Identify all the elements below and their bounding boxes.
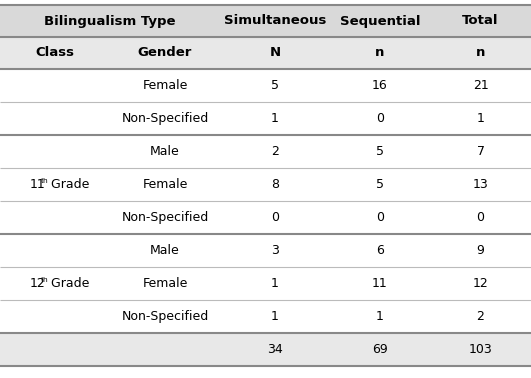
Text: 9: 9 bbox=[476, 244, 484, 257]
Text: Grade: Grade bbox=[47, 178, 89, 191]
Text: 1: 1 bbox=[271, 112, 279, 125]
Bar bbox=[0, 5, 531, 37]
Text: 5: 5 bbox=[376, 145, 384, 158]
Bar bbox=[0, 102, 531, 135]
Text: Sequential: Sequential bbox=[340, 14, 420, 28]
Text: Total: Total bbox=[463, 14, 499, 28]
Text: Male: Male bbox=[150, 145, 180, 158]
Text: Male: Male bbox=[150, 244, 180, 257]
Text: 0: 0 bbox=[376, 112, 384, 125]
Text: 1: 1 bbox=[476, 112, 484, 125]
Text: Grade: Grade bbox=[47, 277, 89, 290]
Text: Gender: Gender bbox=[138, 46, 192, 59]
Text: 2: 2 bbox=[271, 145, 279, 158]
Text: 5: 5 bbox=[271, 79, 279, 92]
Text: 6: 6 bbox=[376, 244, 384, 257]
Text: 3: 3 bbox=[271, 244, 279, 257]
Text: 12: 12 bbox=[473, 277, 489, 290]
Text: Simultaneous: Simultaneous bbox=[224, 14, 326, 28]
Bar bbox=[0, 201, 531, 234]
Text: Female: Female bbox=[142, 277, 187, 290]
Text: 11: 11 bbox=[30, 178, 45, 191]
Text: Female: Female bbox=[142, 79, 187, 92]
Bar bbox=[0, 333, 531, 366]
Text: 11: 11 bbox=[372, 277, 388, 290]
Text: 34: 34 bbox=[267, 343, 283, 356]
Bar bbox=[0, 135, 531, 168]
Bar bbox=[0, 267, 531, 300]
Text: 103: 103 bbox=[469, 343, 492, 356]
Text: 12: 12 bbox=[30, 277, 45, 290]
Bar bbox=[0, 234, 531, 267]
Text: Non-Specified: Non-Specified bbox=[122, 112, 209, 125]
Text: 13: 13 bbox=[473, 178, 489, 191]
Bar bbox=[0, 168, 531, 201]
Text: 7: 7 bbox=[476, 145, 484, 158]
Text: Non-Specified: Non-Specified bbox=[122, 310, 209, 323]
Text: 69: 69 bbox=[372, 343, 388, 356]
Text: 5: 5 bbox=[376, 178, 384, 191]
Text: 0: 0 bbox=[376, 211, 384, 224]
Text: N: N bbox=[269, 46, 280, 59]
Bar bbox=[0, 37, 531, 69]
Text: 8: 8 bbox=[271, 178, 279, 191]
Text: Non-Specified: Non-Specified bbox=[122, 211, 209, 224]
Text: n: n bbox=[476, 46, 485, 59]
Text: Bilingualism Type: Bilingualism Type bbox=[44, 14, 176, 28]
Bar bbox=[0, 69, 531, 102]
Text: Female: Female bbox=[142, 178, 187, 191]
Text: 1: 1 bbox=[271, 310, 279, 323]
Text: th: th bbox=[41, 178, 48, 184]
Text: 2: 2 bbox=[476, 310, 484, 323]
Bar bbox=[0, 300, 531, 333]
Text: 1: 1 bbox=[376, 310, 384, 323]
Text: 1: 1 bbox=[271, 277, 279, 290]
Text: 16: 16 bbox=[372, 79, 388, 92]
Text: 21: 21 bbox=[473, 79, 489, 92]
Text: n: n bbox=[375, 46, 384, 59]
Text: 0: 0 bbox=[271, 211, 279, 224]
Text: 0: 0 bbox=[476, 211, 484, 224]
Text: Class: Class bbox=[36, 46, 74, 59]
Text: th: th bbox=[41, 277, 48, 284]
